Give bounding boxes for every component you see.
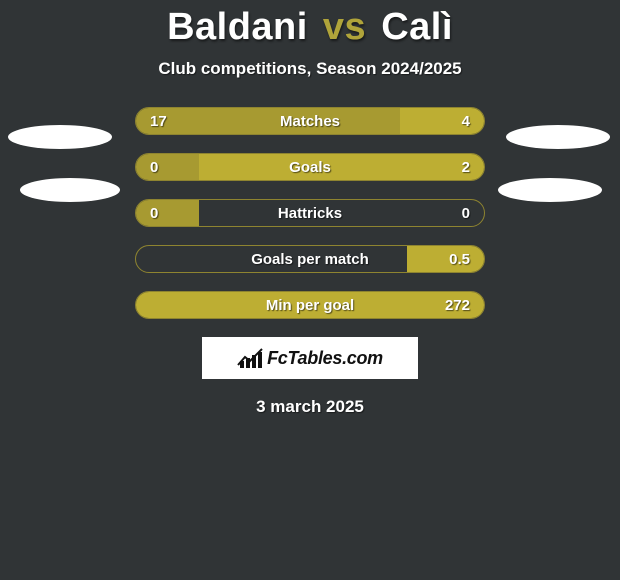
team-badge-placeholder [20,178,120,202]
stat-value-left: 17 [150,108,167,134]
stat-bar-fill-right [407,246,484,272]
stat-bar-fill-left [136,154,199,180]
stat-value-right: 2 [462,154,470,180]
stat-bar: 0.5Goals per match [135,245,485,273]
stat-bar: 00Hattricks [135,199,485,227]
page-title: Baldani vs Calì [0,0,620,49]
stat-bar-fill-left [136,108,400,134]
team-badge-placeholder [506,125,610,149]
stat-bar: 02Goals [135,153,485,181]
team-badge-placeholder [498,178,602,202]
stat-bar-fill-left [136,200,199,226]
chart-icon [237,347,263,369]
stat-value-right: 272 [445,292,470,318]
stat-value-right: 4 [462,108,470,134]
stat-bar: 174Matches [135,107,485,135]
stat-bar-fill-right [400,108,484,134]
date-label: 3 march 2025 [0,397,620,417]
stat-value-left: 0 [150,200,158,226]
stat-value-right: 0 [462,200,470,226]
stat-bars: 174Matches02Goals00Hattricks0.5Goals per… [135,107,485,319]
team-badge-placeholder [8,125,112,149]
brand-box: FcTables.com [202,337,418,379]
player1-name: Baldani [167,6,308,48]
stat-value-left: 0 [150,154,158,180]
stat-bar-fill-right [199,154,484,180]
vs-label: vs [323,6,366,48]
stat-value-right: 0.5 [449,246,470,272]
brand-text: FcTables.com [267,348,383,369]
subtitle: Club competitions, Season 2024/2025 [0,59,620,79]
player2-name: Calì [381,6,453,48]
stat-bar: 272Min per goal [135,291,485,319]
stat-bar-fill-right [136,292,484,318]
